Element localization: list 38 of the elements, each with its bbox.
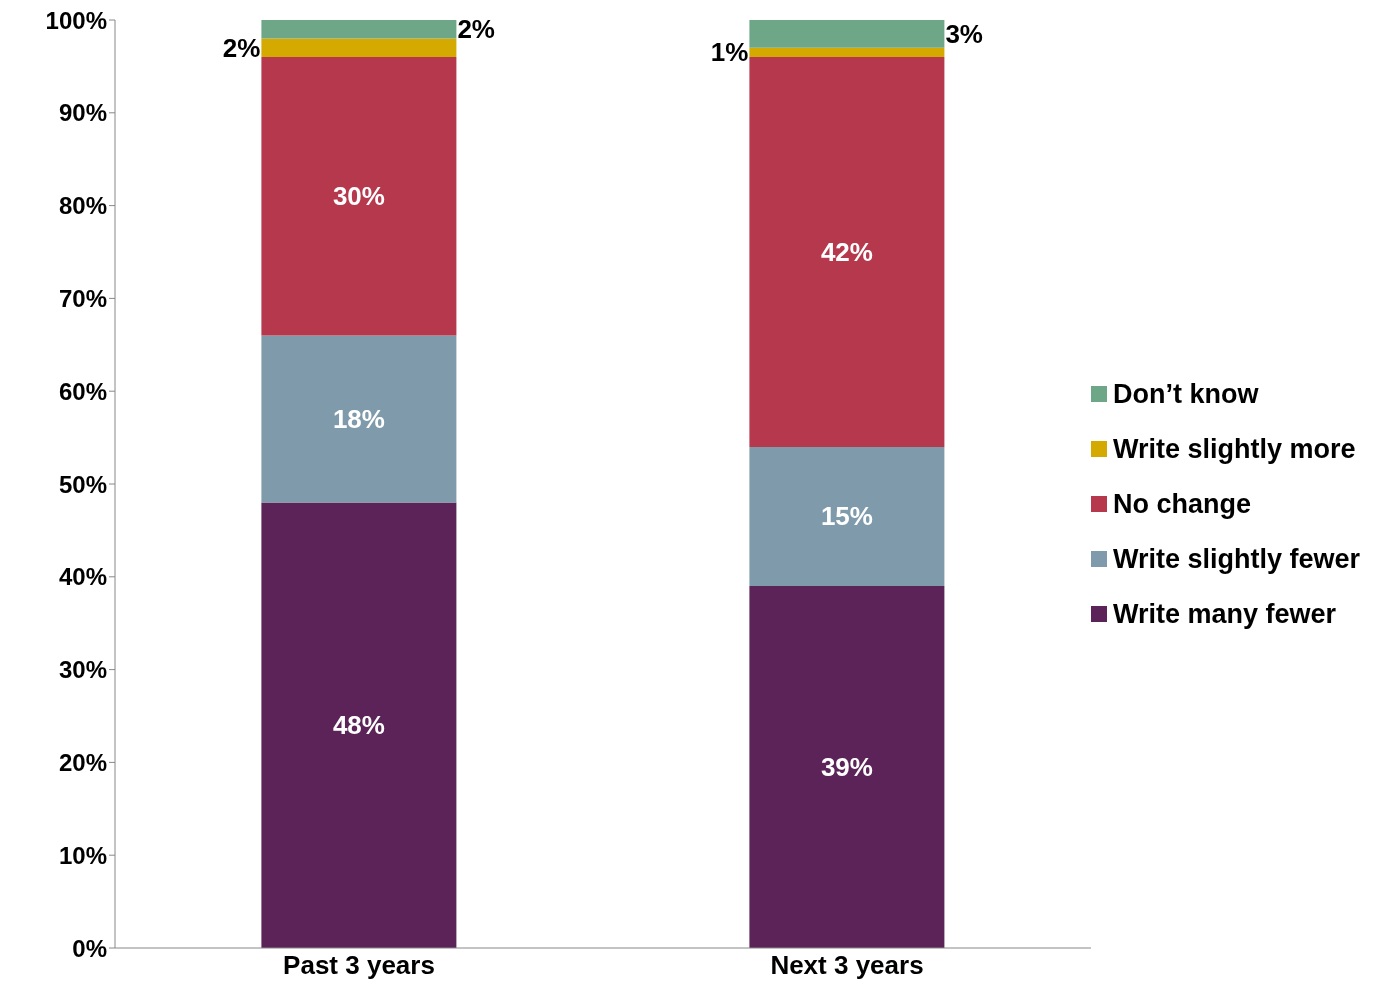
bar xyxy=(749,586,945,948)
y-tick-label: 80% xyxy=(58,192,107,220)
data-label: 1% xyxy=(710,37,749,68)
data-label: 48% xyxy=(332,710,385,741)
data-label: 39% xyxy=(820,752,873,783)
y-tick-label: 30% xyxy=(58,656,107,684)
y-tick-label: 0% xyxy=(72,934,107,962)
data-label: 2% xyxy=(457,14,495,45)
bar xyxy=(261,20,457,39)
legend-label: Write slightly more xyxy=(1113,433,1356,465)
legend-label: Don’t know xyxy=(1113,378,1259,410)
y-tick-label: 70% xyxy=(58,284,107,312)
y-tick-label: 10% xyxy=(58,841,107,869)
legend-label: Write slightly fewer xyxy=(1113,543,1361,575)
data-label: 2% xyxy=(222,32,261,63)
bar xyxy=(261,57,457,336)
legend-label: No change xyxy=(1113,488,1252,520)
data-label: 30% xyxy=(332,181,385,212)
data-label: 42% xyxy=(820,237,873,267)
data-label: 18% xyxy=(332,404,385,435)
legend-label: Write many fewer xyxy=(1113,598,1337,630)
bar xyxy=(749,47,945,58)
y-tick-label: 100% xyxy=(45,6,107,34)
bar xyxy=(749,57,945,447)
y-tick-label: 60% xyxy=(58,377,107,405)
bar xyxy=(261,502,457,948)
data-label: 3% xyxy=(945,18,983,49)
y-tick-label: 50% xyxy=(58,470,107,498)
bar xyxy=(749,446,945,587)
x-tick-label: Past 3 years xyxy=(283,950,435,981)
data-label: 15% xyxy=(820,501,873,532)
bar xyxy=(261,38,457,58)
bar xyxy=(261,335,457,503)
y-tick-label: 90% xyxy=(58,99,107,127)
y-tick-label: 20% xyxy=(58,748,107,776)
x-tick-label: Next 3 years xyxy=(770,950,924,981)
y-tick-label: 40% xyxy=(58,563,107,591)
bar xyxy=(749,20,945,48)
